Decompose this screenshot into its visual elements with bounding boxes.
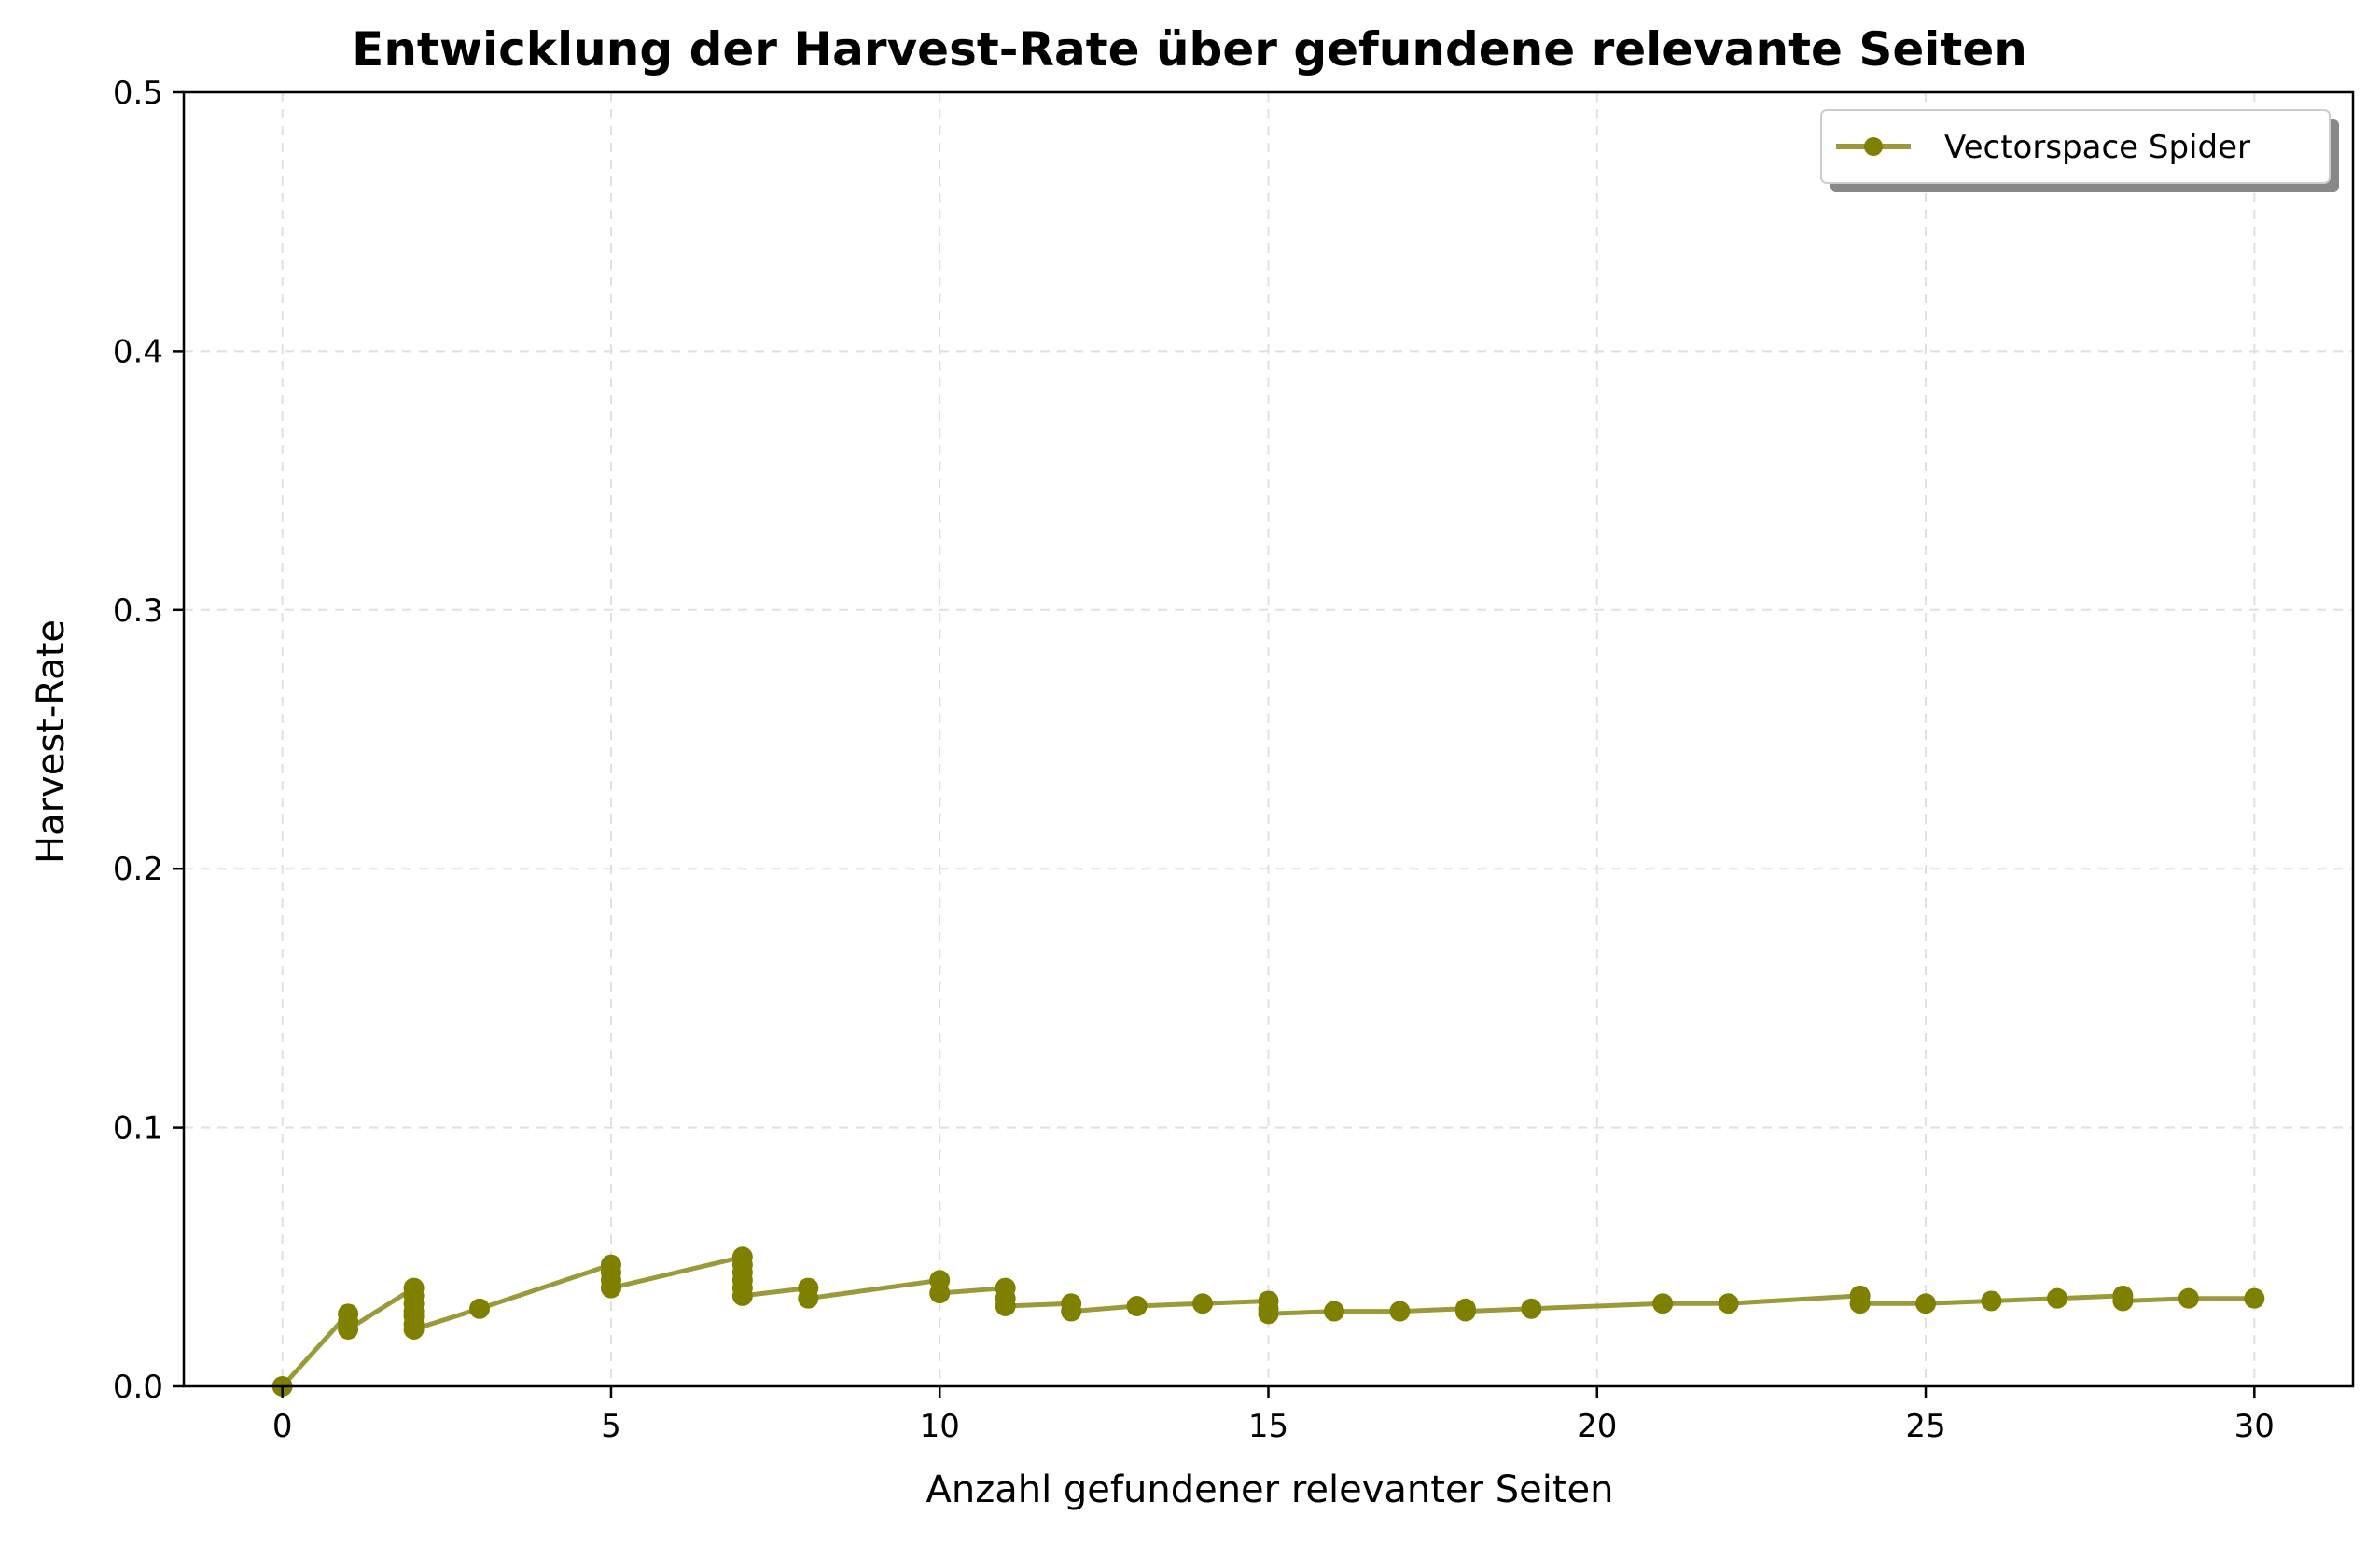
x-tick-label: 30 [2234, 1408, 2275, 1445]
data-point [2112, 1290, 2134, 1312]
data-point [1192, 1293, 1214, 1314]
data-point [995, 1296, 1016, 1317]
y-tick-label: 0.3 [113, 592, 163, 630]
data-point [1718, 1293, 1739, 1314]
axis-ticks: 0 5 10 15 20 25 30 0.0 0.1 0.2 0.3 0.4 0.5 [113, 75, 2275, 1445]
data-point [469, 1298, 491, 1319]
data-point [1258, 1303, 1279, 1325]
data-point [1126, 1296, 1148, 1317]
data-point [1454, 1301, 1476, 1322]
x-tick-label: 20 [1577, 1408, 1617, 1445]
chart-title: Entwicklung der Harvest-Rate über gefund… [352, 22, 2027, 77]
y-tick-label: 0.5 [113, 75, 163, 112]
y-tick-label: 0.0 [113, 1369, 163, 1406]
data-series [271, 1246, 2265, 1397]
x-tick-label: 5 [601, 1408, 621, 1445]
data-point [600, 1277, 621, 1299]
data-point [929, 1283, 951, 1304]
data-point [1323, 1301, 1344, 1322]
data-point [1652, 1293, 1674, 1314]
legend-box [1820, 109, 2331, 184]
x-axis-label: Anzahl gefundener relevanter Seiten [926, 1468, 1614, 1511]
data-point [731, 1285, 753, 1306]
x-tick-label: 25 [1905, 1408, 1945, 1445]
data-point [1849, 1293, 1871, 1314]
data-point [2046, 1287, 2067, 1309]
data-point [403, 1318, 425, 1340]
legend-marker-swatch [1864, 137, 1883, 156]
legend: Vectorspace Spider [1820, 109, 2339, 192]
data-point [798, 1287, 819, 1309]
data-point [1915, 1293, 1937, 1314]
y-tick-label: 0.4 [113, 333, 163, 370]
data-point [338, 1318, 359, 1340]
data-point [1061, 1301, 1082, 1322]
x-tick-label: 15 [1248, 1408, 1288, 1445]
y-axis-label: Harvest-Rate [30, 619, 73, 864]
y-tick-label: 0.1 [113, 1110, 163, 1148]
y-tick-label: 0.2 [113, 851, 163, 888]
data-point [2178, 1287, 2199, 1309]
x-tick-label: 10 [920, 1408, 960, 1445]
x-tick-label: 0 [272, 1408, 293, 1445]
data-point [2244, 1287, 2265, 1309]
data-point [1981, 1290, 2002, 1312]
legend-entry-label: Vectorspace Spider [1944, 129, 2250, 166]
data-point [1389, 1301, 1411, 1322]
data-point [1521, 1298, 1542, 1319]
